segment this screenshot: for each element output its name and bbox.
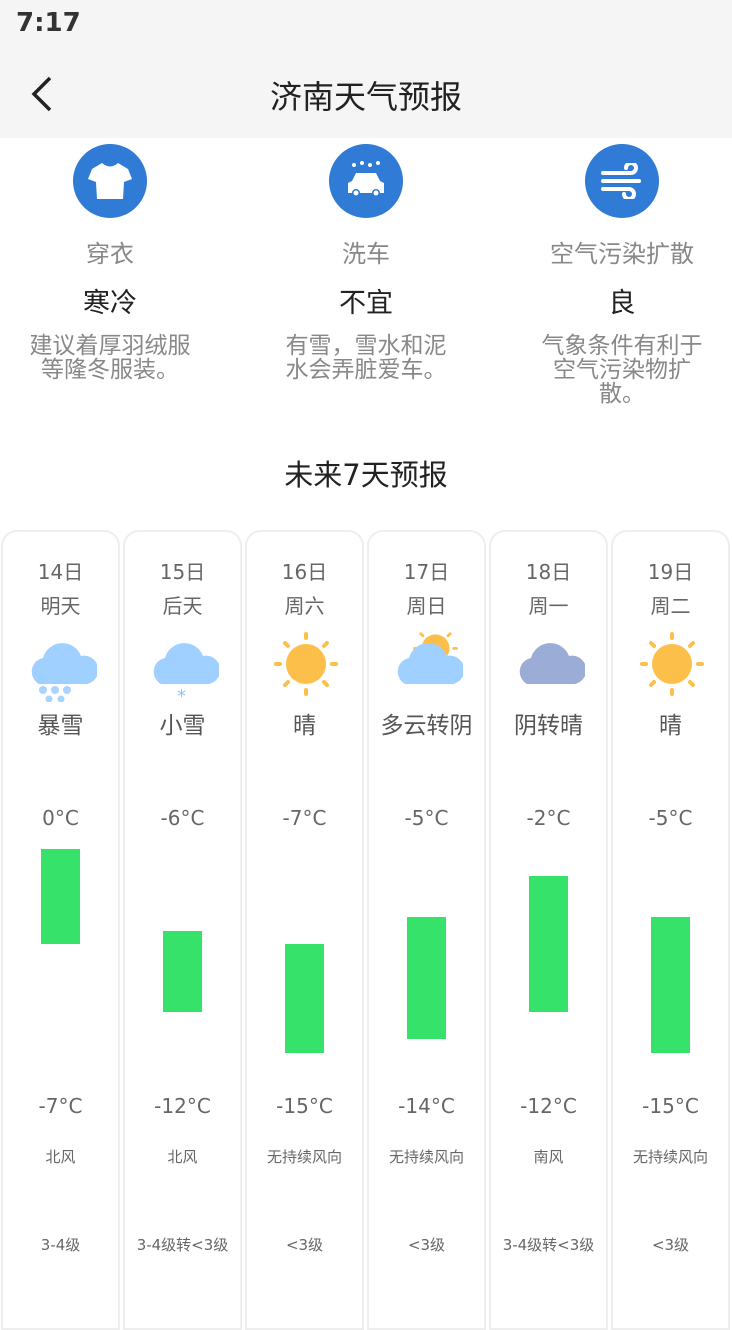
forecast-condition: 晴 (293, 713, 316, 739)
forecast-day-card[interactable]: 16日 周六 晴 -7°C -15°C 无持续风向 <3级 (245, 530, 364, 1330)
wind-level: 3-4级 (40, 1236, 81, 1254)
overcast-icon (515, 632, 587, 702)
forecast-low: -12°C (154, 1094, 211, 1118)
wind-level: 3-4级转<3级 (502, 1236, 595, 1254)
sunny-icon (637, 632, 707, 702)
index-name: 空气污染扩散 (550, 240, 694, 268)
forecast-date: 19日 (647, 560, 694, 584)
wind-icon (585, 144, 659, 218)
forecast-day-card[interactable]: 19日 周二 晴 -5°C -15°C 无持续风向 <3级 (611, 530, 730, 1330)
forecast-condition: 暴雪 (37, 713, 84, 739)
forecast-low: -14°C (398, 1094, 455, 1118)
heavy-snow-icon (27, 632, 99, 703)
forecast-high: -5°C (404, 806, 449, 830)
wind-level: 3-4级转<3级 (136, 1236, 229, 1254)
status-time: 7:17 (16, 8, 81, 38)
light-snow-icon: * (149, 632, 221, 707)
index-value: 寒冷 (83, 288, 137, 319)
index-value: 不宜 (339, 288, 393, 319)
forecast-low: -12°C (520, 1094, 577, 1118)
forecast-low: -7°C (38, 1094, 83, 1118)
forecast-date: 16日 (281, 560, 328, 584)
forecast-weekday: 明天 (40, 594, 81, 618)
forecast-low: -15°C (276, 1094, 333, 1118)
wind-direction: 南风 (533, 1148, 564, 1166)
life-index-0: 穿衣 寒冷 建议着厚羽绒服等隆冬服装。 (0, 144, 232, 382)
app-bar: 济南天气预报 (0, 50, 732, 138)
page-title: 济南天气预报 (269, 78, 462, 116)
forecast-day-card[interactable]: 17日 周日 多云转阴 -5°C -14°C 无持续风向 <3级 (367, 530, 486, 1330)
temperature-range-bar (407, 917, 446, 1040)
temperature-range-bar (651, 917, 690, 1053)
forecast-low: -15°C (642, 1094, 699, 1118)
forecast-condition: 小雪 (159, 713, 206, 739)
temperature-range-bar (285, 944, 324, 1053)
forecast-date: 18日 (525, 560, 572, 584)
forecast-weekday: 周二 (650, 594, 691, 618)
forecast-weekday: 周日 (406, 594, 447, 618)
wind-level: <3级 (407, 1236, 446, 1254)
wind-direction: 无持续风向 (632, 1148, 708, 1166)
life-index-2: 空气污染扩散 良 气象条件有利于空气污染物扩散。 (500, 144, 732, 406)
forecast-high: -5°C (648, 806, 693, 830)
index-name: 洗车 (342, 240, 390, 268)
back-button[interactable] (26, 72, 66, 116)
forecast-high: -6°C (160, 806, 205, 830)
index-value: 良 (608, 288, 636, 319)
forecast-date: 15日 (159, 560, 206, 584)
index-description: 有雪，雪水和泥水会弄脏爱车。 (285, 333, 447, 383)
forecast-condition: 晴 (659, 713, 682, 739)
index-name: 穿衣 (86, 240, 134, 268)
index-description: 气象条件有利于空气污染物扩散。 (541, 333, 703, 407)
forecast-section-title: 未来7天预报 (284, 458, 448, 492)
forecast-condition: 阴转晴 (514, 713, 583, 739)
index-description: 建议着厚羽绒服等隆冬服装。 (29, 333, 191, 383)
forecast-condition: 多云转阴 (380, 713, 473, 739)
temperature-range-bar (41, 849, 80, 945)
life-index-1: 洗车 不宜 有雪，雪水和泥水会弄脏爱车。 (244, 144, 488, 382)
wind-level: <3级 (285, 1236, 324, 1254)
wind-direction: 北风 (45, 1148, 76, 1166)
forecast-high: -7°C (282, 806, 327, 830)
wind-level: <3级 (651, 1236, 690, 1254)
temperature-range-bar (529, 876, 568, 1013)
wind-direction: 无持续风向 (266, 1148, 342, 1166)
svg-text:*: * (177, 686, 186, 702)
status-bar: 7:17 (0, 0, 732, 50)
forecast-weekday: 周一 (528, 594, 569, 618)
forecast-date: 14日 (37, 560, 84, 584)
chevron-left-icon (31, 76, 52, 112)
forecast-date: 17日 (403, 560, 450, 584)
tshirt-icon (73, 144, 147, 218)
wind-direction: 无持续风向 (388, 1148, 464, 1166)
forecast-weekday: 周六 (284, 594, 325, 618)
sunny-icon (271, 632, 341, 702)
forecast-day-card[interactable]: 15日 后天 * 小雪 -6°C -12°C 北风 3-4级转<3级 (123, 530, 242, 1330)
forecast-high: 0°C (42, 806, 79, 830)
forecast-day-card[interactable]: 14日 明天 暴雪 0°C -7°C 北风 3-4级 (1, 530, 120, 1330)
car-wash-icon (329, 144, 403, 218)
forecast-day-card[interactable]: 18日 周一 阴转晴 -2°C -12°C 南风 3-4级转<3级 (489, 530, 608, 1330)
temperature-range-bar (163, 930, 202, 1013)
forecast-weekday: 后天 (162, 594, 203, 618)
forecast-high: -2°C (526, 806, 571, 830)
partly-cloudy-icon (393, 626, 465, 702)
wind-direction: 北风 (167, 1148, 198, 1166)
